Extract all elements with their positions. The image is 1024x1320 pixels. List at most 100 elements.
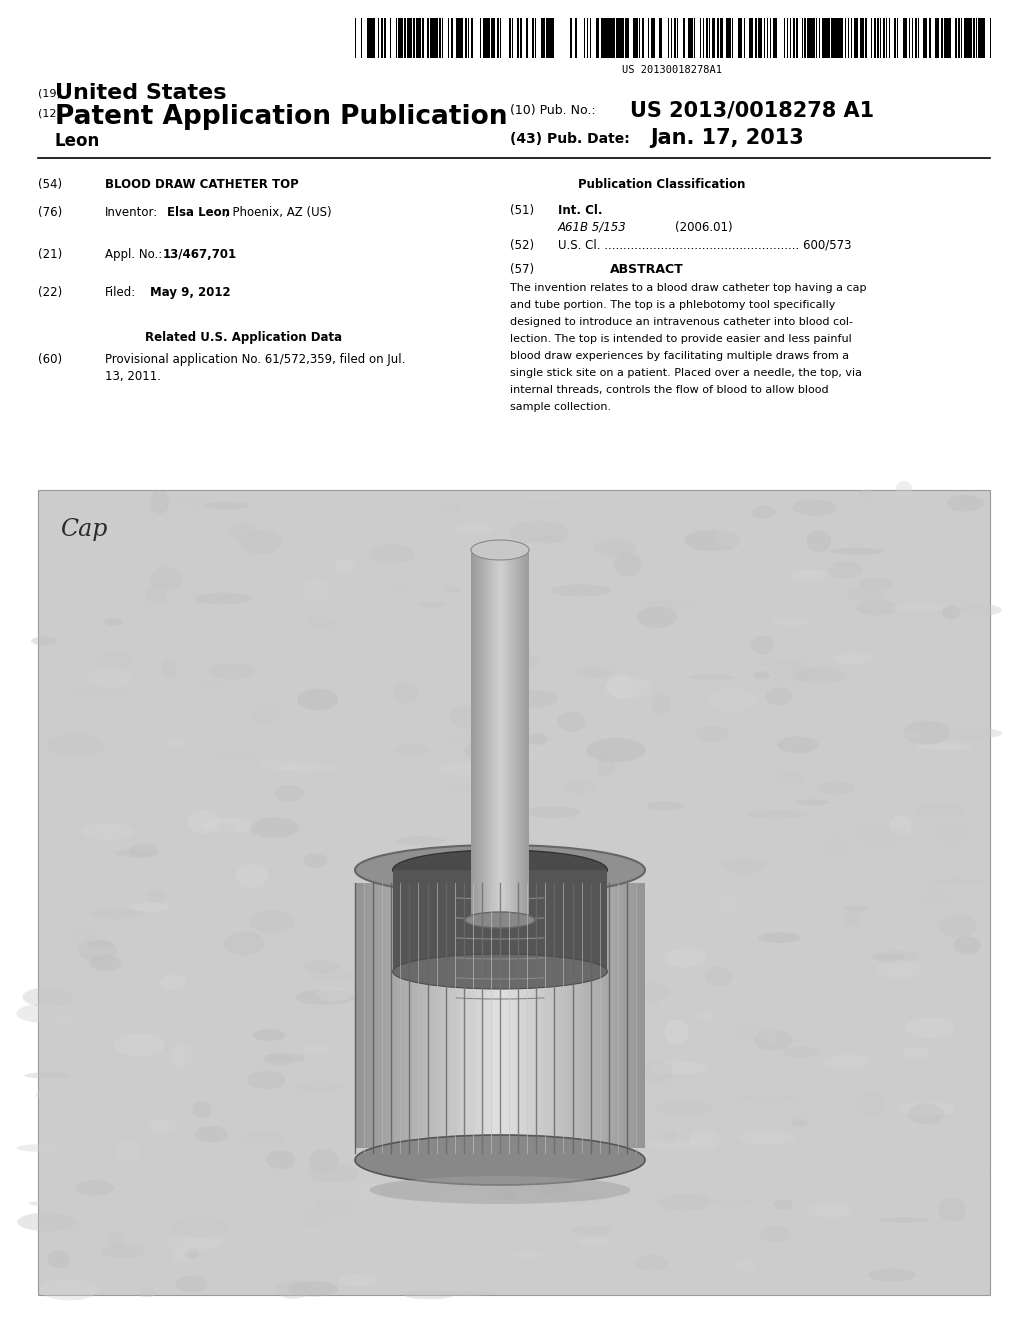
Bar — [466, 883, 469, 1147]
Ellipse shape — [415, 602, 447, 607]
Bar — [404, 18, 407, 58]
Bar — [482, 550, 484, 920]
Text: Elsa Leon: Elsa Leon — [167, 206, 230, 219]
Ellipse shape — [89, 954, 122, 972]
Ellipse shape — [855, 1092, 887, 1117]
Ellipse shape — [151, 491, 170, 513]
Bar — [981, 18, 985, 58]
Bar — [481, 550, 483, 920]
Text: US 20130018278A1: US 20130018278A1 — [622, 65, 722, 75]
Ellipse shape — [200, 678, 221, 686]
Bar — [544, 18, 545, 58]
Bar — [487, 883, 490, 1147]
Ellipse shape — [754, 672, 770, 680]
Bar — [464, 883, 467, 1147]
Bar — [462, 18, 464, 58]
Ellipse shape — [236, 863, 268, 887]
Ellipse shape — [465, 738, 518, 763]
Ellipse shape — [579, 1238, 610, 1245]
Bar — [457, 18, 460, 58]
Bar — [406, 883, 409, 1147]
Ellipse shape — [710, 1199, 756, 1206]
Ellipse shape — [513, 1251, 543, 1258]
Bar — [507, 550, 509, 920]
Ellipse shape — [151, 566, 183, 590]
Text: United States: United States — [55, 83, 226, 103]
Text: Related U.S. Application Data: Related U.S. Application Data — [145, 331, 342, 345]
Ellipse shape — [207, 822, 239, 843]
Ellipse shape — [280, 737, 330, 759]
Ellipse shape — [275, 1280, 310, 1299]
Bar — [432, 883, 435, 1147]
Ellipse shape — [327, 516, 358, 532]
Ellipse shape — [195, 593, 252, 605]
Ellipse shape — [597, 755, 615, 777]
Bar — [375, 883, 377, 1147]
Ellipse shape — [171, 1044, 193, 1068]
Ellipse shape — [823, 1055, 869, 1069]
Bar — [403, 883, 407, 1147]
Ellipse shape — [240, 1246, 276, 1262]
Bar — [384, 18, 386, 58]
Bar — [488, 550, 490, 920]
Ellipse shape — [579, 931, 626, 940]
Bar — [618, 883, 622, 1147]
Bar — [924, 18, 927, 58]
Ellipse shape — [695, 726, 729, 742]
Ellipse shape — [392, 954, 607, 989]
Ellipse shape — [853, 824, 908, 845]
Bar — [897, 18, 898, 58]
Bar — [393, 883, 396, 1147]
Ellipse shape — [560, 1019, 606, 1026]
Bar — [613, 883, 616, 1147]
Bar — [460, 18, 463, 58]
Bar — [497, 18, 500, 58]
Ellipse shape — [557, 711, 586, 731]
Bar — [442, 883, 444, 1147]
Ellipse shape — [958, 605, 1001, 616]
Bar — [446, 883, 450, 1147]
Bar — [635, 883, 638, 1147]
Bar — [830, 18, 834, 58]
Text: Patent Application Publication: Patent Application Publication — [55, 104, 508, 129]
Ellipse shape — [162, 660, 177, 678]
Ellipse shape — [524, 807, 581, 818]
Bar — [653, 18, 655, 58]
Ellipse shape — [250, 911, 295, 933]
Bar — [379, 883, 382, 1147]
Bar — [616, 883, 618, 1147]
Bar — [492, 550, 493, 920]
Ellipse shape — [335, 558, 354, 573]
Bar — [377, 883, 380, 1147]
Bar — [626, 883, 629, 1147]
Ellipse shape — [224, 932, 265, 956]
Text: blood draw experiences by facilitating multiple draws from a: blood draw experiences by facilitating m… — [510, 351, 849, 360]
Ellipse shape — [17, 1213, 77, 1232]
Bar — [702, 18, 705, 58]
Bar — [909, 18, 910, 58]
Bar — [618, 18, 624, 58]
Ellipse shape — [865, 730, 923, 741]
Ellipse shape — [355, 1135, 645, 1185]
Bar — [531, 883, 535, 1147]
Bar — [706, 18, 708, 58]
Bar — [807, 18, 810, 58]
Bar — [886, 18, 887, 58]
Ellipse shape — [541, 867, 594, 874]
Ellipse shape — [263, 1053, 294, 1067]
Bar — [373, 18, 375, 58]
Bar — [451, 18, 453, 58]
Bar — [877, 18, 880, 58]
Bar — [475, 550, 477, 920]
Ellipse shape — [731, 1027, 784, 1036]
Bar — [958, 18, 961, 58]
Ellipse shape — [677, 945, 699, 966]
Ellipse shape — [573, 668, 612, 677]
Bar — [560, 883, 563, 1147]
Bar — [355, 883, 358, 1147]
Bar — [578, 883, 581, 1147]
Ellipse shape — [939, 915, 977, 939]
Bar — [938, 18, 939, 58]
Ellipse shape — [520, 974, 563, 985]
Ellipse shape — [656, 1123, 679, 1138]
